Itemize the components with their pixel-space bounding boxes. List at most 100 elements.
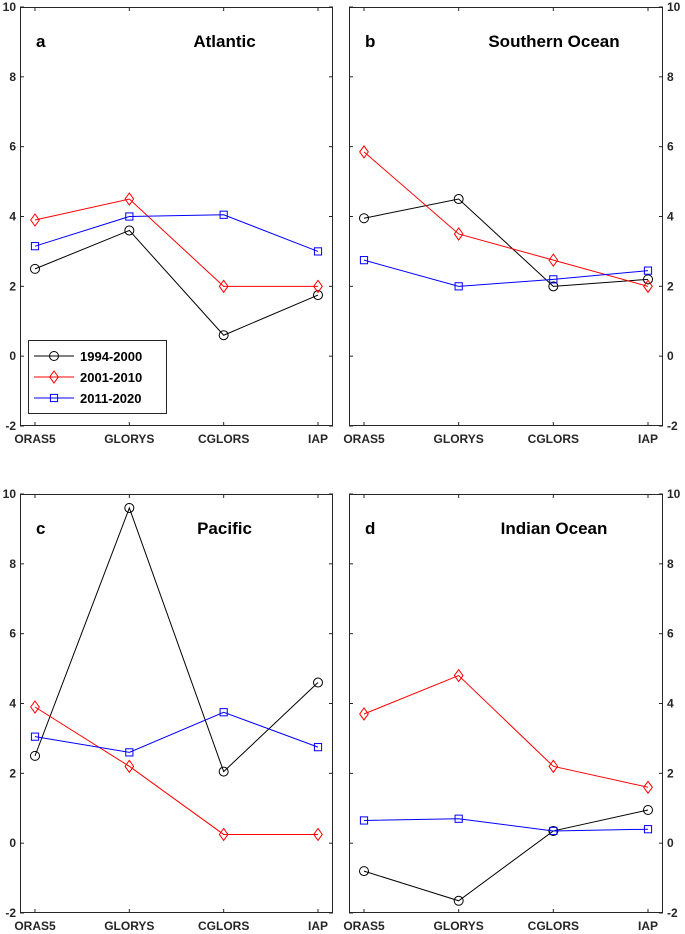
x-tick-label-cglors: CGLORS	[198, 432, 249, 446]
x-tick-label-glorys: GLORYS	[434, 432, 484, 446]
data-point-2011-2020-iap	[313, 247, 323, 256]
data-point-2001-2010-iap	[643, 780, 653, 795]
data-point-1994-2000-cglors	[548, 281, 559, 292]
series-line-2001-2010	[363, 674, 649, 788]
data-point-1994-2000-glorys	[124, 225, 135, 236]
y-tick-label: -2	[667, 419, 678, 433]
data-point-2001-2010-cglors	[218, 827, 229, 842]
series-line-2011-2020	[34, 711, 319, 753]
series-line-1994-2000	[34, 506, 319, 773]
series-line-2011-2020	[34, 214, 319, 252]
data-point-2001-2010-iap	[313, 279, 323, 294]
panel-letter: b	[365, 32, 375, 51]
data-point-2001-2010-glorys	[453, 668, 464, 683]
panel-title: Indian Ocean	[501, 519, 608, 538]
data-point-1994-2000-oras5	[30, 263, 40, 274]
y-tick-label: 6	[9, 140, 16, 154]
y-tick-label: -2	[5, 906, 16, 920]
data-point-2001-2010-oras5	[30, 700, 40, 714]
panel-title: Atlantic	[193, 32, 255, 51]
x-tick-label-oras5: ORAS5	[343, 919, 385, 933]
series-line-2001-2010	[34, 706, 318, 835]
data-point-2011-2020-iap	[643, 825, 653, 834]
data-point-2001-2010-iap	[643, 279, 653, 294]
data-point-1994-2000-cglors	[218, 330, 229, 341]
legend-label-1994-2000: 1994-2000	[80, 349, 142, 364]
x-tick-label-iap: IAP	[308, 432, 328, 446]
series-line-2011-2020	[363, 818, 649, 832]
x-tick-label-iap: IAP	[638, 919, 658, 933]
y-tick-label: 8	[9, 70, 16, 84]
legend-label-2001-2010: 2001-2010	[80, 370, 142, 385]
data-point-2011-2020-iap	[313, 743, 323, 752]
data-point-2001-2010-iap	[313, 827, 323, 842]
data-point-2011-2020-iap	[643, 266, 653, 275]
data-point-2011-2020-glorys	[125, 748, 134, 757]
data-point-2011-2020-oras5	[359, 256, 369, 265]
y-tick-label: 6	[667, 627, 674, 641]
data-point-2001-2010-cglors	[548, 759, 559, 774]
panel-letter: a	[36, 32, 46, 51]
panel-indian-ocean: ORAS5 GLORYS CGLORS IAP -2 0 2 4 6 8 10 d Indian Oce…	[343, 487, 680, 933]
panel-southern-ocean-axes-box	[349, 7, 663, 426]
panel-atlantic: ORAS5 GLORYS CGLORS IAP -2 0 2 4 6 8 10 a Atlantic 19…	[3, 0, 333, 446]
legend-marker-1994-2000	[49, 351, 59, 361]
legend-marker-2011-2020	[49, 393, 59, 403]
panel-title: Southern Ocean	[488, 32, 619, 51]
data-point-1994-2000-oras5	[30, 750, 40, 761]
y-tick-label: 8	[667, 70, 674, 84]
x-tick-label-cglors: CGLORS	[528, 919, 579, 933]
panel-indian-ocean-axes-box	[349, 494, 663, 913]
data-point-1994-2000-iap	[643, 804, 653, 815]
data-point-1994-2000-iap	[313, 677, 323, 688]
data-point-2001-2010-cglors	[548, 253, 559, 268]
y-tick-label: 4	[667, 210, 674, 224]
panel-letter: c	[36, 519, 45, 538]
y-tick-label: 10	[3, 0, 17, 14]
y-tick-label: 10	[667, 487, 681, 501]
series-line-1994-2000	[34, 229, 319, 336]
x-tick-label-cglors: CGLORS	[198, 919, 249, 933]
y-tick-label: 6	[9, 627, 16, 641]
data-point-2001-2010-glorys	[124, 759, 135, 774]
data-point-2001-2010-oras5	[359, 145, 369, 159]
data-point-2011-2020-glorys	[125, 212, 134, 221]
x-tick-label-glorys: GLORYS	[104, 432, 154, 446]
y-tick-label: 2	[667, 279, 674, 293]
y-tick-label: 10	[667, 0, 681, 14]
data-point-2011-2020-oras5	[30, 732, 40, 741]
x-tick-label-oras5: ORAS5	[14, 432, 56, 446]
y-tick-label: 4	[9, 210, 16, 224]
data-point-1994-2000-cglors	[218, 766, 229, 777]
panel-southern-ocean: ORAS5 GLORYS CGLORS IAP -2 0 2 4 6 8 10 b Southern O…	[343, 0, 680, 446]
data-point-2001-2010-oras5	[30, 213, 40, 227]
y-tick-label: 4	[9, 697, 16, 711]
data-point-1994-2000-glorys	[453, 895, 464, 906]
data-point-2011-2020-glorys	[454, 282, 463, 291]
series-line-1994-2000	[363, 809, 649, 902]
panel-pacific-axes-box	[20, 494, 333, 913]
data-point-1994-2000-glorys	[124, 502, 135, 513]
y-tick-label: 8	[9, 557, 16, 571]
series-line-1994-2000	[363, 198, 649, 287]
x-tick-label-glorys: GLORYS	[434, 919, 484, 933]
data-point-2001-2010-cglors	[218, 279, 229, 294]
data-point-2011-2020-cglors	[549, 826, 558, 836]
data-point-2011-2020-glorys	[454, 814, 463, 823]
series-line-2001-2010	[363, 151, 649, 287]
data-point-2011-2020-cglors	[219, 708, 228, 717]
y-tick-label: -2	[5, 419, 16, 433]
series-line-2011-2020	[363, 259, 649, 287]
data-point-2001-2010-glorys	[124, 192, 135, 206]
y-tick-label: 10	[3, 487, 17, 501]
y-tick-label: 2	[9, 766, 16, 780]
data-point-1994-2000-glorys	[453, 194, 464, 205]
x-tick-label-cglors: CGLORS	[528, 432, 579, 446]
y-tick-label: 0	[9, 836, 16, 850]
data-point-2011-2020-oras5	[30, 242, 40, 251]
data-point-2001-2010-glorys	[453, 227, 464, 241]
legend-marker-2001-2010	[49, 370, 59, 384]
data-point-1994-2000-iap	[643, 274, 653, 285]
legend-label-2011-2020: 2011-2020	[80, 391, 141, 406]
